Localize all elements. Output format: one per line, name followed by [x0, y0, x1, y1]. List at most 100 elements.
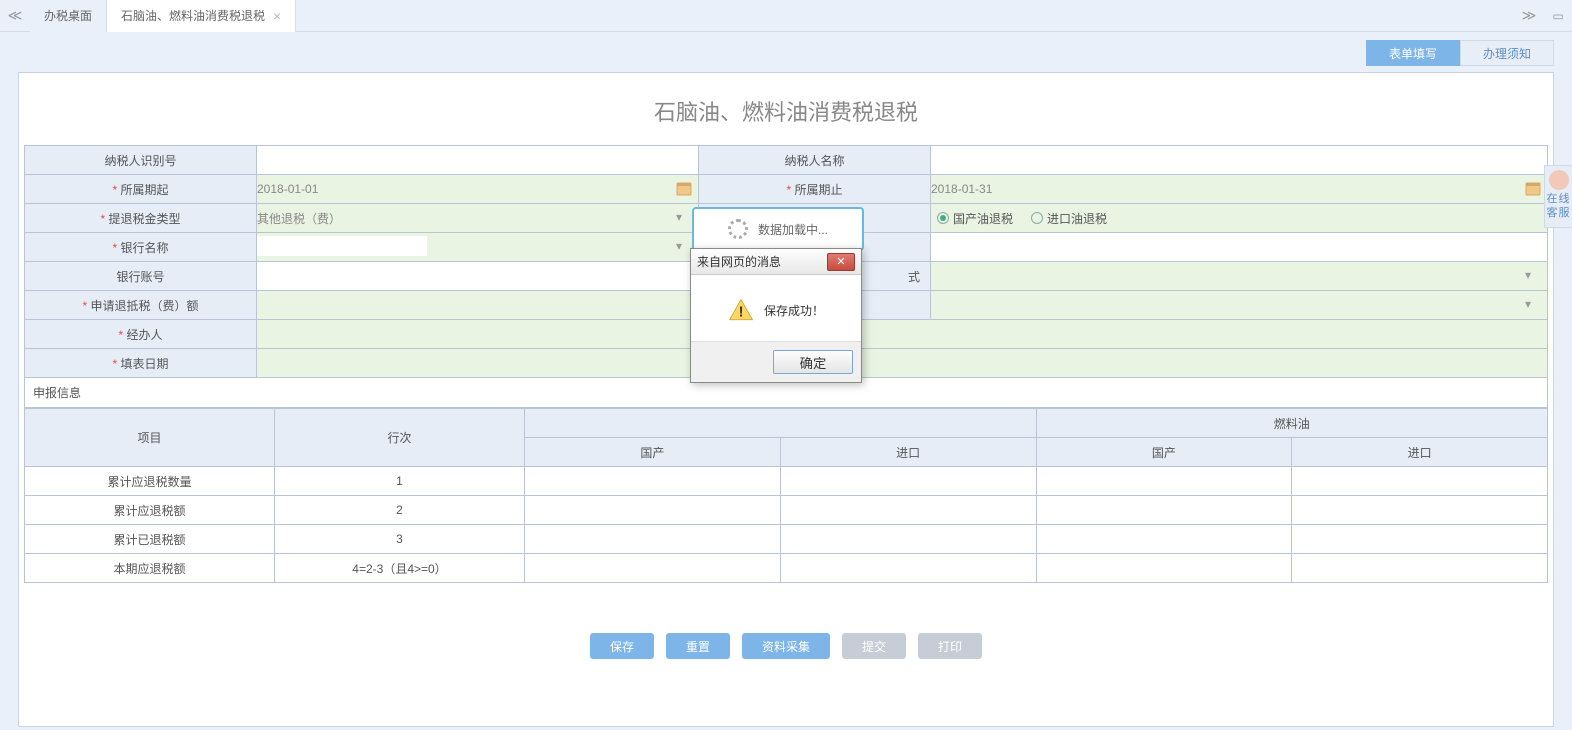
- cell-line: 3: [275, 525, 525, 554]
- cell-value[interactable]: [1292, 554, 1548, 583]
- th-naphtha: [525, 409, 1037, 438]
- tab-label: 办税桌面: [44, 7, 92, 24]
- fill-date-label: 填表日期: [25, 349, 257, 378]
- period-end-input[interactable]: 2018-01-31: [931, 175, 1548, 204]
- taxpayer-name-label: 纳税人名称: [699, 146, 931, 175]
- cell-value[interactable]: [780, 496, 1036, 525]
- operator-input[interactable]: [257, 320, 1548, 349]
- notice-button[interactable]: 办理须知: [1460, 40, 1554, 66]
- collect-button[interactable]: 资料采集: [742, 633, 830, 659]
- cell-value[interactable]: [525, 496, 781, 525]
- message-dialog: 来自网页的消息 ✕ ! 保存成功！ 确定: [690, 248, 862, 383]
- cell-value[interactable]: [525, 467, 781, 496]
- fill-date-input[interactable]: [257, 349, 1548, 378]
- radio-icon: [937, 212, 949, 224]
- cell-value[interactable]: [1036, 554, 1292, 583]
- calendar-icon[interactable]: [676, 181, 692, 197]
- cell-value[interactable]: [1036, 467, 1292, 496]
- cell-line: 4=2-3（且4>=0）: [275, 554, 525, 583]
- taxpayer-name-value[interactable]: [931, 146, 1548, 175]
- tab-menu-button[interactable]: ▭: [1544, 0, 1572, 32]
- tab-bar: ≪ 办税桌面 石脑油、燃料油消费税退税 × ≫ ▭: [0, 0, 1572, 32]
- bank-name-select[interactable]: ▾: [257, 233, 699, 262]
- top-actions: 表单填写 办理须知: [18, 40, 1554, 68]
- cell-line: 2: [275, 496, 525, 525]
- refund-type-label: 提退税金类型: [25, 204, 257, 233]
- radio-domestic[interactable]: 国产油退税: [937, 210, 1013, 227]
- th-line: 行次: [275, 409, 525, 467]
- period-end-label: 所属期止: [699, 175, 931, 204]
- avatar-icon: [1549, 170, 1569, 190]
- bank-right2-select[interactable]: ▾: [931, 262, 1548, 291]
- th-item: 项目: [25, 409, 275, 467]
- cell-value[interactable]: [780, 467, 1036, 496]
- th-import1: 进口: [780, 438, 1036, 467]
- dialog-footer: 确定: [691, 341, 861, 382]
- bank-right-value[interactable]: [931, 233, 1548, 262]
- apply-refund-label: 申请退抵税（费）额: [25, 291, 257, 320]
- table-row: 累计应退税额 2: [25, 496, 1548, 525]
- cell-value[interactable]: [1036, 496, 1292, 525]
- dialog-close-button[interactable]: ✕: [827, 253, 855, 271]
- period-start-label: 所属期起: [25, 175, 257, 204]
- calendar-icon[interactable]: [1525, 181, 1541, 197]
- cell-value[interactable]: [525, 525, 781, 554]
- table-row: 本期应退税额 4=2-3（且4>=0）: [25, 554, 1548, 583]
- loading-text: 数据加载中...: [758, 221, 828, 238]
- tab-next-button[interactable]: ≫: [1514, 0, 1544, 32]
- table-row: 累计已退税额 3: [25, 525, 1548, 554]
- period-start-value: 2018-01-01: [257, 182, 318, 196]
- close-icon[interactable]: ×: [273, 8, 281, 24]
- dialog-titlebar: 来自网页的消息 ✕: [691, 249, 861, 275]
- cell-value[interactable]: [1036, 525, 1292, 554]
- cell-value[interactable]: [1292, 467, 1548, 496]
- bank-account-label: 银行账号: [25, 262, 257, 291]
- cell-value[interactable]: [780, 525, 1036, 554]
- cs-label: 在线客服: [1545, 192, 1572, 221]
- chevron-down-icon[interactable]: ▾: [1525, 268, 1541, 284]
- cell-value[interactable]: [1292, 525, 1548, 554]
- th-fuel: 燃料油: [1036, 409, 1548, 438]
- data-table: 项目 行次 燃料油 国产 进口 国产 进口 累计应退税数量 1 累计应退税额 2…: [24, 408, 1548, 583]
- bank-account-value[interactable]: [257, 262, 699, 291]
- radio-import[interactable]: 进口油退税: [1031, 210, 1107, 227]
- print-button[interactable]: 打印: [918, 633, 982, 659]
- th-domestic1: 国产: [525, 438, 781, 467]
- period-start-input[interactable]: 2018-01-01: [257, 175, 699, 204]
- bottom-buttons: 保存 重置 资料采集 提交 打印: [19, 633, 1553, 659]
- svg-text:!: !: [739, 305, 744, 321]
- reset-button[interactable]: 重置: [666, 633, 730, 659]
- form-fill-button[interactable]: 表单填写: [1366, 40, 1460, 66]
- page-title: 石脑油、燃料油消费税退税: [19, 73, 1553, 145]
- dialog-message: 保存成功！: [764, 302, 824, 319]
- cell-item: 累计应退税额: [25, 496, 275, 525]
- chevron-down-icon[interactable]: ▾: [1525, 297, 1541, 313]
- tab-prev-button[interactable]: ≪: [0, 0, 30, 32]
- loading-popup: 数据加载中...: [692, 207, 864, 251]
- radio-label: 国产油退税: [953, 210, 1013, 227]
- tab-desktop[interactable]: 办税桌面: [30, 0, 107, 32]
- apply-refund-input[interactable]: [257, 291, 699, 320]
- apply-right-select[interactable]: ▾: [931, 291, 1548, 320]
- refund-category-radio: 国产油退税 进口油退税: [931, 204, 1548, 233]
- dialog-ok-button[interactable]: 确定: [773, 350, 853, 374]
- cell-value[interactable]: [525, 554, 781, 583]
- chevron-down-icon[interactable]: ▾: [676, 210, 692, 226]
- dialog-body: ! 保存成功！: [691, 275, 861, 341]
- save-button[interactable]: 保存: [590, 633, 654, 659]
- main-panel: 石脑油、燃料油消费税退税 纳税人识别号 纳税人名称 所属期起 2018-01-0…: [18, 72, 1554, 727]
- cell-value[interactable]: [780, 554, 1036, 583]
- th-domestic2: 国产: [1036, 438, 1292, 467]
- tab-refund[interactable]: 石脑油、燃料油消费税退税 ×: [107, 0, 296, 32]
- cell-value[interactable]: [1292, 496, 1548, 525]
- taxpayer-id-value[interactable]: [257, 146, 699, 175]
- radio-label: 进口油退税: [1047, 210, 1107, 227]
- customer-service-widget[interactable]: 在线客服: [1544, 165, 1572, 228]
- table-row: 累计应退税数量 1: [25, 467, 1548, 496]
- period-end-value: 2018-01-31: [931, 182, 992, 196]
- warning-icon: !: [728, 297, 754, 323]
- cell-item: 本期应退税额: [25, 554, 275, 583]
- submit-button[interactable]: 提交: [842, 633, 906, 659]
- refund-type-select[interactable]: 其他退税（费） ▾: [257, 204, 699, 233]
- cell-item: 累计已退税额: [25, 525, 275, 554]
